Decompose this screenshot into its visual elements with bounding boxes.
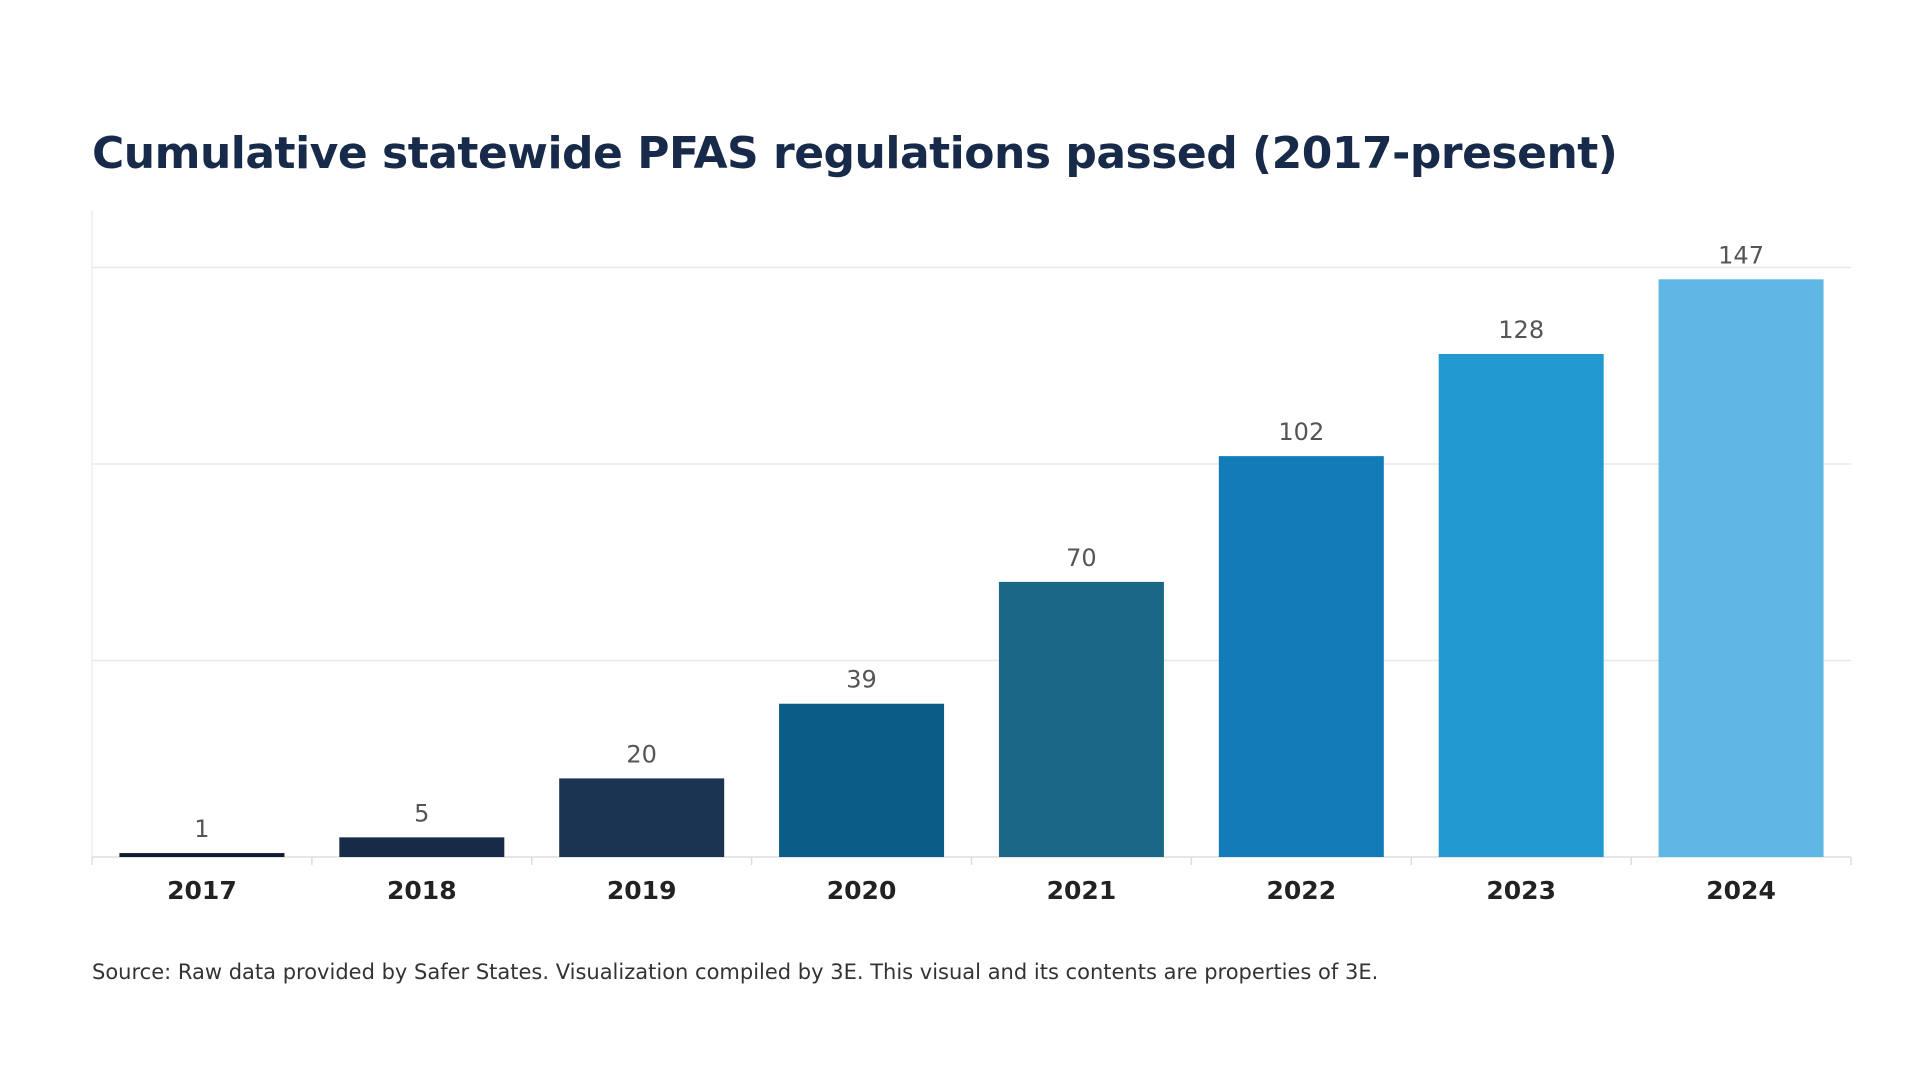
x-tick-label: 2022	[1267, 876, 1337, 905]
bar-2023	[1438, 353, 1604, 857]
x-tick-label: 2017	[167, 876, 237, 905]
x-tick-label: 2024	[1706, 876, 1776, 905]
bar-2021	[998, 581, 1164, 857]
data-label: 5	[414, 799, 429, 827]
x-tick-label: 2019	[607, 876, 677, 905]
chart-title: Cumulative statewide PFAS regulations pa…	[92, 128, 1618, 179]
bar-2019	[559, 778, 725, 857]
bar-2017	[119, 853, 285, 857]
x-tick-label: 2021	[1047, 876, 1117, 905]
data-label: 39	[846, 666, 877, 694]
data-label: 147	[1718, 241, 1764, 269]
data-label: 70	[1066, 544, 1097, 572]
x-tick-label: 2018	[387, 876, 457, 905]
bar-2018	[339, 837, 505, 857]
data-label: 128	[1498, 316, 1544, 344]
source-note: Source: Raw data provided by Safer State…	[92, 960, 1379, 984]
x-tick-label: 2020	[827, 876, 897, 905]
data-label: 20	[626, 740, 657, 768]
bar-2022	[1218, 456, 1384, 857]
bar-2024	[1658, 279, 1824, 857]
data-label: 102	[1278, 418, 1324, 446]
data-label: 1	[194, 815, 209, 843]
bar-2020	[779, 703, 945, 857]
x-tick-label: 2023	[1486, 876, 1556, 905]
